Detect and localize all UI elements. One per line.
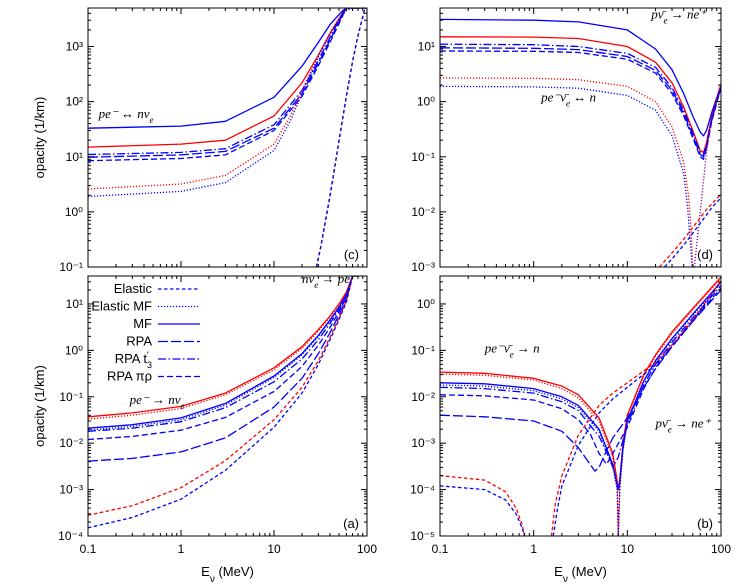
y-tick-label: 10³ <box>66 40 83 54</box>
x-tick-label: 10 <box>621 542 635 556</box>
series-layer <box>88 8 721 536</box>
series-line-0-4 <box>88 8 367 162</box>
y-tick-label: 10⁻⁵ <box>410 529 435 543</box>
x-tick-label: 100 <box>711 542 731 556</box>
series-line-0-5 <box>88 8 353 190</box>
series-line-2-8 <box>88 276 354 529</box>
series-line-2-4 <box>88 276 354 432</box>
series-line-3-9 <box>440 485 526 536</box>
reaction-annotation: pe⁻ ↔ nνe <box>98 106 154 125</box>
y-tick-label: 10⁻³ <box>411 436 435 450</box>
y-tick-label: 10⁻¹ <box>59 390 83 404</box>
x-tick-label: 0.1 <box>80 542 97 556</box>
axes-layer <box>87 7 722 537</box>
y-tick-label: 10⁻³ <box>59 483 83 497</box>
series-line-1-7 <box>693 82 721 267</box>
plot-frame <box>87 7 368 268</box>
series-line-1-0 <box>440 18 721 137</box>
y-tick-label: 10⁻⁴ <box>410 483 435 497</box>
panel-label: (b) <box>697 516 713 531</box>
reaction-annotation: pν̄e → ne⁺ <box>650 7 707 26</box>
series-line-3-3 <box>440 282 721 536</box>
series-line-0-6 <box>88 8 353 198</box>
panel-1-series <box>440 18 721 267</box>
y-tick-label: 10⁻³ <box>411 260 435 274</box>
panel-label: (d) <box>697 247 713 262</box>
legend-label: Elastic MF <box>91 299 152 314</box>
x-tick-label: 0.1 <box>432 542 449 556</box>
y-tick-label: 10¹ <box>66 150 83 164</box>
series-line-1-1 <box>440 36 721 154</box>
reaction-annotation: pe⁻ → nνe <box>129 392 185 411</box>
series-line-2-7 <box>88 276 354 516</box>
panel-2-series <box>88 276 354 529</box>
series-line-3-8 <box>550 280 721 536</box>
y-tick-label: 10⁻⁴ <box>58 529 83 543</box>
series-line-2-1 <box>88 276 354 420</box>
y-tick-label: 10⁰ <box>65 205 83 219</box>
reaction-annotation: nνe → pe⁻ <box>302 271 358 290</box>
series-line-0-1 <box>88 8 367 148</box>
x-tick-label: 1 <box>178 542 185 556</box>
series-line-0-8 <box>315 8 366 267</box>
x-axis-label: Eν (MeV) <box>554 564 607 585</box>
panel-label: (a) <box>343 516 359 531</box>
y-tick-label: 10⁻² <box>411 205 435 219</box>
y-axis-label: opacity (1/km) <box>32 97 47 179</box>
y-axis-label: opacity (1/km) <box>32 365 47 447</box>
reaction-annotation: pe⁻ν̄e ↔ n <box>540 90 596 109</box>
y-tick-label: 10⁻¹ <box>59 260 83 274</box>
y-tick-label: 10⁻¹ <box>411 150 435 164</box>
x-tick-label: 100 <box>357 542 377 556</box>
plot-frame <box>439 7 722 268</box>
series-line-1-5 <box>440 77 694 267</box>
y-tick-label: 10⁰ <box>417 95 435 109</box>
series-line-3-10 <box>552 281 721 536</box>
y-tick-label: 10⁻¹ <box>411 343 435 357</box>
legend-label: Elastic <box>114 281 153 296</box>
series-line-0-2 <box>88 8 367 156</box>
series-line-3-7 <box>440 474 526 536</box>
panel-3-series <box>440 276 721 536</box>
y-tick-label: 10⁰ <box>417 297 435 311</box>
series-line-3-2 <box>440 281 721 491</box>
series-line-0-3 <box>88 8 367 158</box>
series-line-3-5 <box>440 287 721 465</box>
plot-frame <box>439 275 722 537</box>
reaction-annotation: pν̄e → ne⁺ <box>655 415 712 434</box>
series-line-2-6 <box>88 276 354 462</box>
y-tick-label: 10⁰ <box>65 343 83 357</box>
annotation-layer: 10⁻¹ 10⁰ 10¹ 10² 10³ opacity (1/km) (c) pe⁻ ↔ n… <box>32 7 731 585</box>
series-line-1-4 <box>440 50 721 160</box>
series-line-1-9 <box>664 197 721 267</box>
series-line-3-4 <box>440 285 721 469</box>
series-line-0-0 <box>88 8 367 129</box>
series-line-1-8 <box>658 193 721 267</box>
y-tick-label: 10⁻² <box>411 390 435 404</box>
y-tick-label: 10⁻² <box>59 436 83 450</box>
series-line-1-3 <box>440 47 721 158</box>
legend-label: RPA <box>126 334 152 349</box>
plot-frame <box>87 275 368 537</box>
series-line-2-0 <box>88 276 354 418</box>
x-tick-label: 10 <box>267 542 281 556</box>
reaction-annotation: pe⁻ν̄e → n <box>484 340 540 359</box>
series-line-2-5 <box>88 276 354 441</box>
x-axis-label: Eν (MeV) <box>201 564 254 585</box>
series-line-2-3 <box>88 276 354 431</box>
y-tick-label: 10¹ <box>66 297 83 311</box>
y-tick-label: 10¹ <box>418 40 435 54</box>
y-tick-label: 10² <box>66 95 83 109</box>
legend-label: RPA t3′ <box>115 350 152 370</box>
panel-label: (c) <box>344 247 359 262</box>
series-line-3-6 <box>440 289 721 472</box>
panel-0-series <box>88 8 367 267</box>
x-tick-label: 1 <box>530 542 537 556</box>
legend-label: RPA πρ <box>107 369 152 384</box>
legend-label: MF <box>133 316 152 331</box>
series-line-1-6 <box>440 85 693 267</box>
